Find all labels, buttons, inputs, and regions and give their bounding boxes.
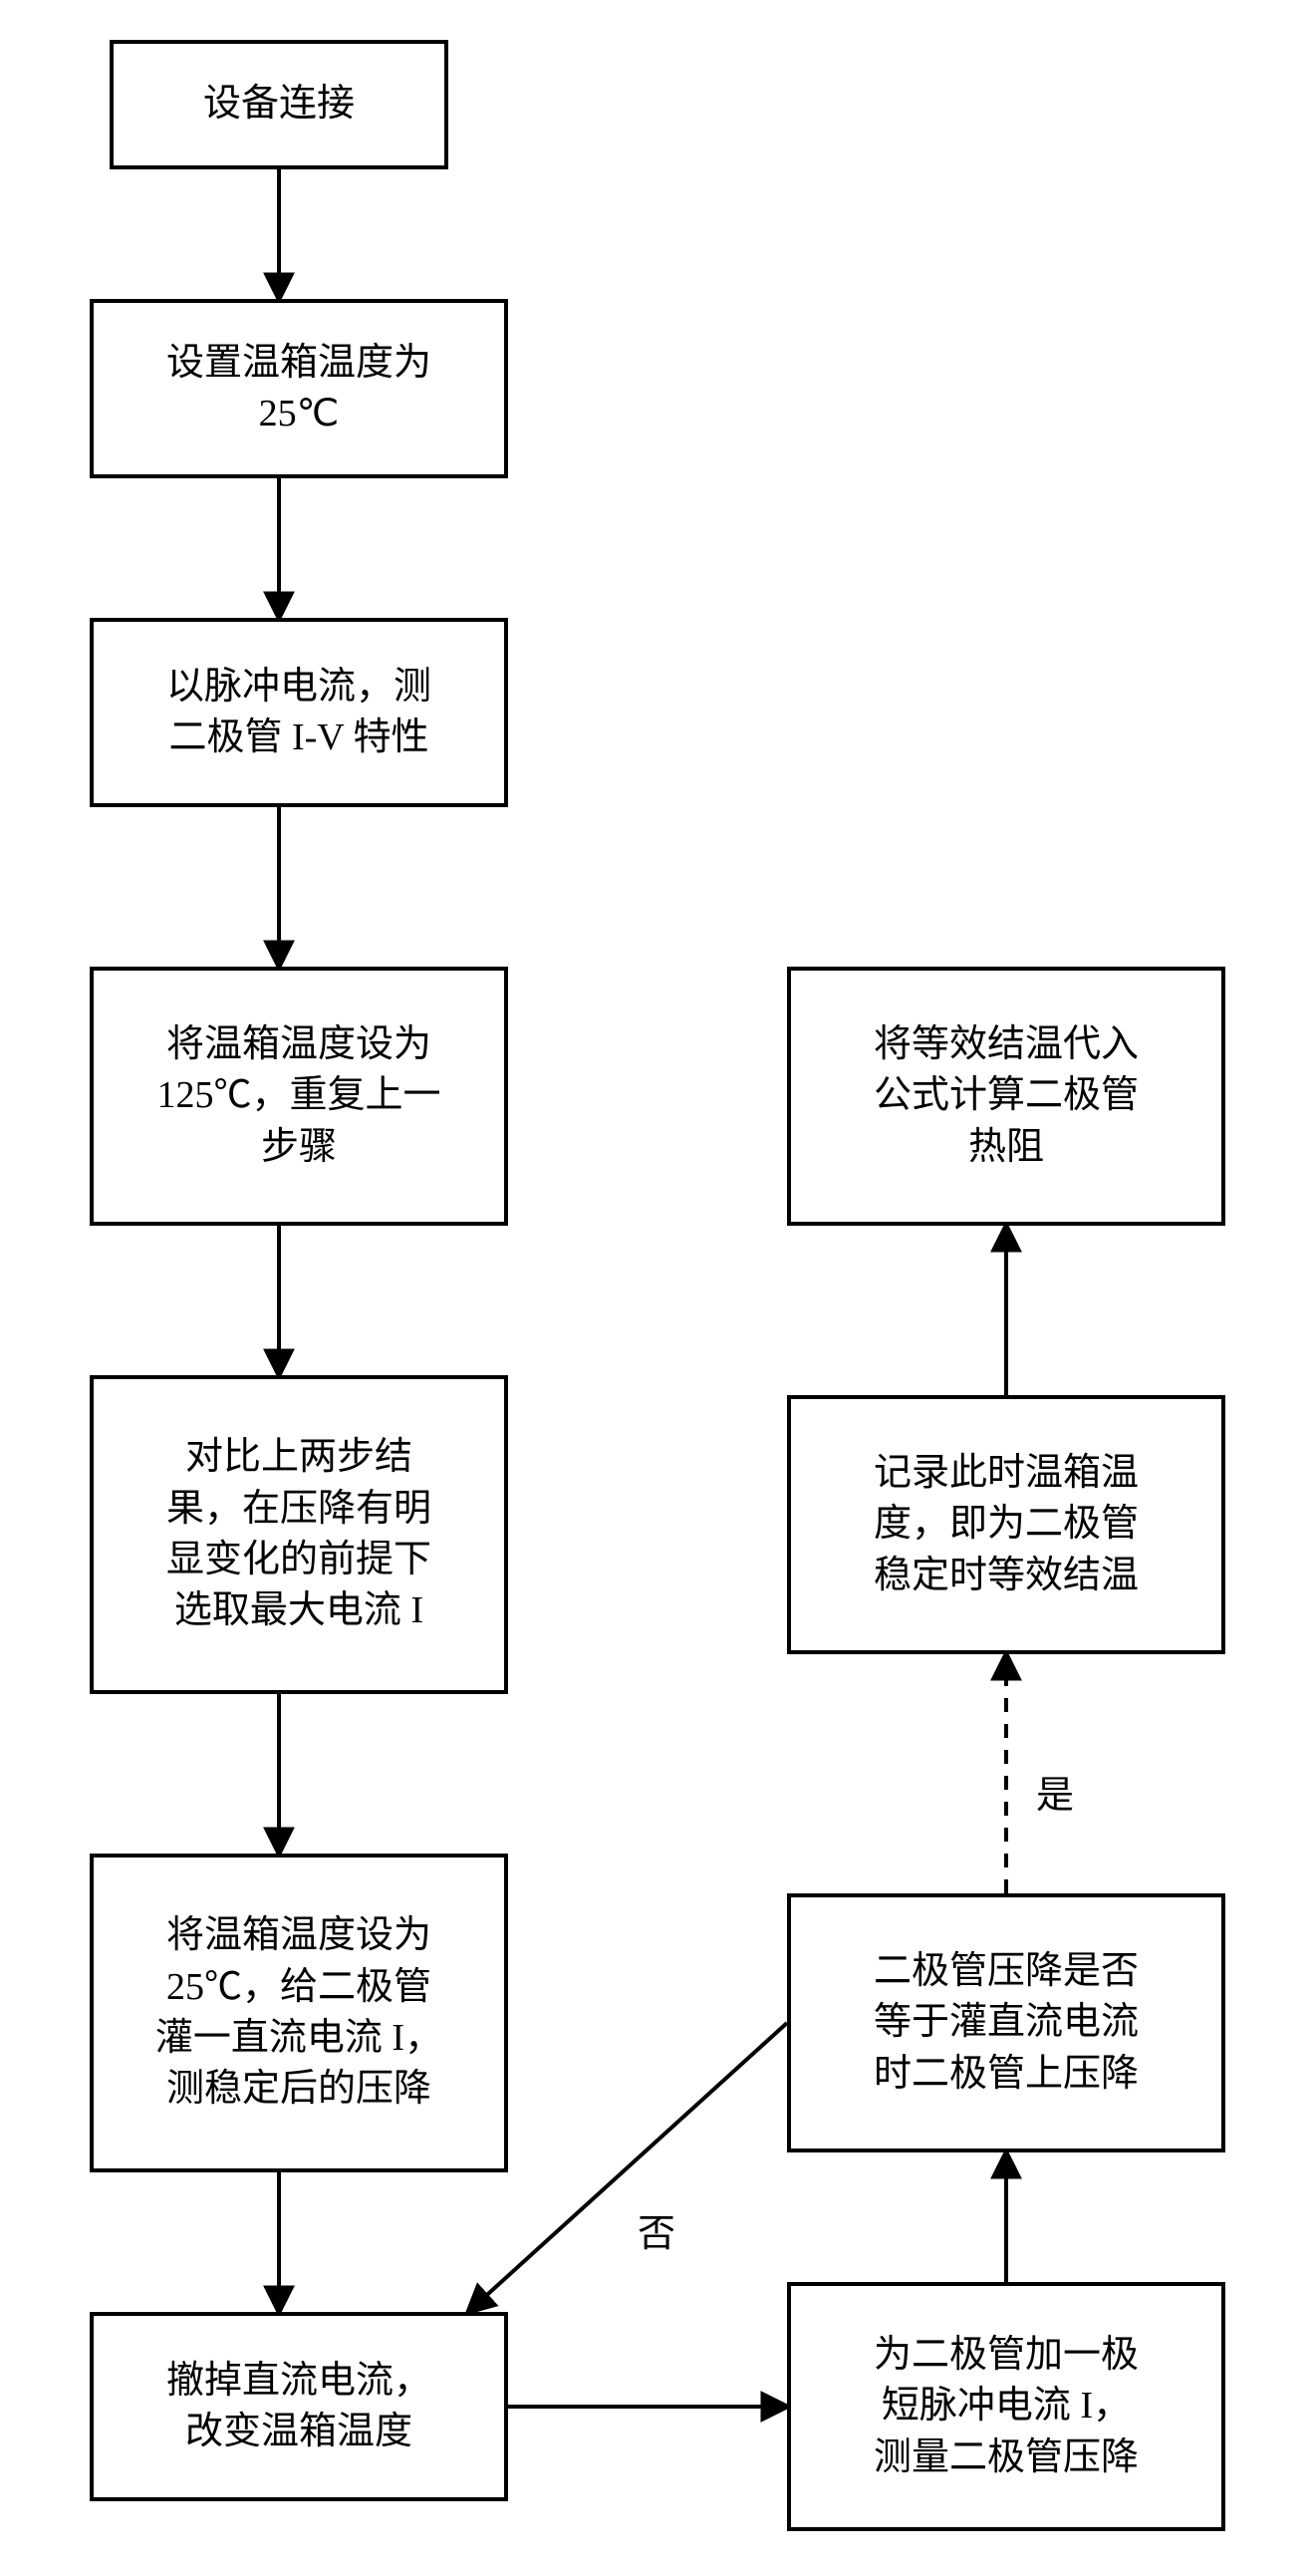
- flowchart-canvas: 设备连接设置温箱温度为 25℃ 以脉冲电流，测 二极管 I-V 特性将温箱温度设为…: [0, 0, 1313, 2576]
- flow-node-label: 设备连接: [203, 79, 355, 130]
- flow-node-label: 将等效结温代入 公式计算二极管 热阻: [874, 1019, 1139, 1173]
- flow-node-n11: 将等效结温代入 公式计算二极管 热阻: [787, 967, 1225, 1226]
- flow-edge-8: [468, 2023, 787, 2312]
- flow-node-n5: 对比上两步结 果，在压降有明 显变化的前提下 选取最大电流 I: [90, 1375, 508, 1694]
- flow-node-n8: 为二极管加一极 短脉冲电流 I， 测量二极管压降: [787, 2282, 1225, 2531]
- flow-node-label: 二极管压降是否 等于灌直流电流 时二极管上压降: [874, 1946, 1139, 2100]
- flow-node-label: 撤掉直流电流， 改变温箱温度: [166, 2356, 431, 2458]
- flow-node-n2: 设置温箱温度为 25℃: [90, 299, 508, 478]
- flow-edge-label-9: 是: [1036, 1764, 1074, 1819]
- flow-node-label: 对比上两步结 果，在压降有明 显变化的前提下 选取最大电流 I: [166, 1432, 431, 1636]
- flow-node-label: 将温箱温度设为 25℃，给二极管 灌一直流电流 I， 测稳定后的压降: [155, 1910, 442, 2115]
- flow-node-label: 设置温箱温度为 25℃: [166, 338, 431, 440]
- flow-node-label: 记录此时温箱温 度，即为二极管 稳定时等效结温: [874, 1448, 1139, 1601]
- flow-node-n10: 记录此时温箱温 度，即为二极管 稳定时等效结温: [787, 1395, 1225, 1654]
- flow-edge-label-8: 否: [638, 2202, 675, 2257]
- flow-node-n3: 以脉冲电流，测 二极管 I-V 特性: [90, 618, 508, 807]
- flow-node-label: 以脉冲电流，测 二极管 I-V 特性: [166, 662, 431, 764]
- flow-node-n6: 将温箱温度设为 25℃，给二极管 灌一直流电流 I， 测稳定后的压降: [90, 1854, 508, 2172]
- flow-node-n9: 二极管压降是否 等于灌直流电流 时二极管上压降: [787, 1893, 1225, 2152]
- flow-node-n7: 撤掉直流电流， 改变温箱温度: [90, 2312, 508, 2501]
- flow-node-n1: 设备连接: [110, 40, 448, 169]
- flow-node-label: 为二极管加一极 短脉冲电流 I， 测量二极管压降: [874, 2330, 1139, 2483]
- flow-node-label: 将温箱温度设为 125℃，重复上一 步骤: [156, 1019, 440, 1173]
- flow-node-n4: 将温箱温度设为 125℃，重复上一 步骤: [90, 967, 508, 1226]
